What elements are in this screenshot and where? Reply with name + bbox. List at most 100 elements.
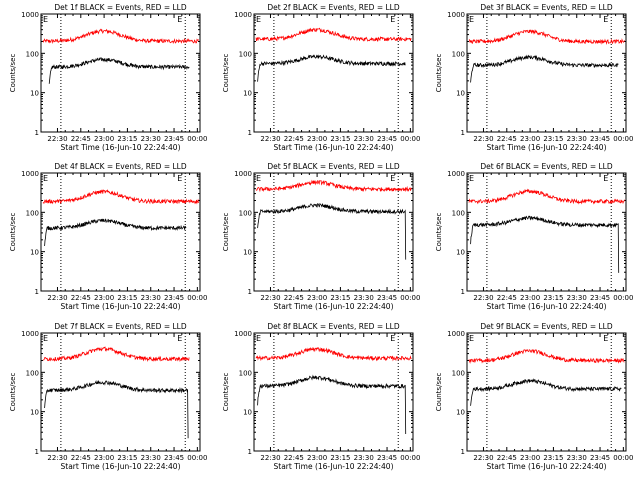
- y-tick-label: 10: [456, 90, 465, 98]
- x-tick-label: 23:15: [330, 135, 350, 143]
- plot-frame: [466, 332, 627, 452]
- x-tick-label: 23:15: [543, 454, 563, 462]
- x-tick-label: 23:45: [164, 135, 184, 143]
- event-marker-label: E: [469, 15, 474, 24]
- y-tick-label: 10: [243, 249, 252, 257]
- x-tick-label: 23:00: [307, 294, 327, 302]
- x-tick-label: 00:00: [187, 454, 207, 462]
- event-marker-label: E: [43, 334, 48, 343]
- x-tick-label: 00:00: [613, 294, 633, 302]
- lld-rate-line: [42, 346, 190, 363]
- x-axis-label: Start Time (16-Jun-10 22:24:40): [61, 302, 181, 311]
- x-tick-label: 23:00: [94, 135, 114, 143]
- y-tick-label: 1000: [447, 170, 465, 178]
- x-tick-label: 23:30: [567, 294, 587, 302]
- x-tick-label: 23:45: [164, 454, 184, 462]
- events-rate-line: [257, 374, 407, 435]
- y-tick-label: 1: [461, 129, 465, 137]
- x-tick-label: 22:45: [284, 294, 304, 302]
- x-tick-label: 23:30: [141, 135, 161, 143]
- event-marker-label: E: [390, 174, 395, 183]
- event-marker-label: E: [390, 15, 395, 24]
- detector-panel-7: Det 7f BLACK = Events, RED = LLD 1 10 100 10…: [9, 322, 207, 471]
- y-tick-label: 1: [461, 448, 465, 456]
- y-tick-label: 100: [26, 209, 39, 217]
- detector-panel-2: Det 2f BLACK = Events, RED = LLD 1 10 100 10…: [222, 3, 420, 152]
- x-tick-label: 00:00: [613, 135, 633, 143]
- x-tick-label: 22:45: [284, 135, 304, 143]
- y-axis-label: Counts/sec: [222, 54, 230, 93]
- y-tick-label: 1: [248, 288, 252, 296]
- x-tick-label: 22:30: [47, 135, 67, 143]
- y-tick-label: 10: [30, 249, 39, 257]
- x-axis-label: Start Time (16-Jun-10 22:24:40): [487, 143, 607, 152]
- x-tick-label: 22:45: [71, 454, 91, 462]
- x-tick-label: 00:00: [400, 454, 420, 462]
- panel-title: Det 8f BLACK = Events, RED = LLD: [267, 322, 400, 331]
- x-tick-label: 00:00: [400, 294, 420, 302]
- events-rate-line: [470, 378, 622, 406]
- x-tick-label: 23:00: [520, 454, 540, 462]
- x-tick-label: 23:15: [543, 294, 563, 302]
- x-axis-label: Start Time (16-Jun-10 22:24:40): [274, 462, 394, 471]
- event-marker-label: E: [469, 174, 474, 183]
- detector-panel-5: Det 5f BLACK = Events, RED = LLD 1 10 100 10…: [222, 162, 420, 311]
- x-tick-label: 23:15: [543, 135, 563, 143]
- plot-frame: [466, 172, 627, 292]
- y-tick-label: 1000: [234, 11, 252, 19]
- y-axis-label: Counts/sec: [222, 213, 230, 252]
- y-axis-label: Counts/sec: [435, 213, 443, 252]
- x-tick-label: 23:30: [354, 454, 374, 462]
- x-tick-label: 23:30: [354, 294, 374, 302]
- lld-rate-line: [255, 346, 412, 362]
- event-marker-label: E: [603, 174, 608, 183]
- x-tick-label: 23:00: [307, 454, 327, 462]
- x-tick-label: 23:15: [330, 454, 350, 462]
- lld-rate-line: [468, 29, 625, 45]
- y-tick-label: 1: [35, 288, 39, 296]
- x-axis-label: Start Time (16-Jun-10 22:24:40): [61, 143, 181, 152]
- y-tick-label: 1000: [21, 11, 39, 19]
- y-axis-label: Counts/sec: [9, 54, 17, 93]
- x-tick-label: 23:30: [567, 135, 587, 143]
- event-marker-label: E: [177, 174, 182, 183]
- panel-title: Det 7f BLACK = Events, RED = LLD: [54, 322, 187, 331]
- detector-panel-9: Det 9f BLACK = Events, RED = LLD 1 10 100 10…: [435, 322, 633, 471]
- panel-title: Det 5f BLACK = Events, RED = LLD: [267, 162, 400, 171]
- x-axis-label: Start Time (16-Jun-10 22:24:40): [487, 302, 607, 311]
- x-tick-label: 23:30: [141, 294, 161, 302]
- plot-frame: [40, 332, 201, 452]
- lld-rate-line: [42, 189, 199, 205]
- x-tick-label: 23:45: [377, 294, 397, 302]
- x-tick-label: 23:15: [117, 294, 137, 302]
- y-tick-label: 1: [35, 448, 39, 456]
- panel-title: Det 3f BLACK = Events, RED = LLD: [480, 3, 613, 12]
- events-rate-line: [48, 57, 190, 84]
- y-tick-label: 100: [452, 369, 465, 377]
- event-marker-label: E: [256, 15, 261, 24]
- events-rate-line: [44, 218, 187, 247]
- event-marker-label: E: [256, 334, 261, 343]
- y-tick-label: 1000: [21, 170, 39, 178]
- x-tick-label: 22:30: [260, 294, 280, 302]
- plot-frame: [253, 13, 414, 133]
- detector-panel-8: Det 8f BLACK = Events, RED = LLD 1 10 100 10…: [222, 322, 420, 471]
- event-marker-label: E: [390, 334, 395, 343]
- y-tick-label: 100: [452, 209, 465, 217]
- y-tick-label: 1000: [447, 330, 465, 338]
- event-marker-label: E: [177, 334, 182, 343]
- x-tick-label: 23:45: [590, 135, 610, 143]
- x-tick-label: 00:00: [613, 454, 633, 462]
- detector-panel-6: Det 6f BLACK = Events, RED = LLD 1 10 100 10…: [435, 162, 633, 311]
- y-tick-label: 100: [239, 369, 252, 377]
- x-axis-label: Start Time (16-Jun-10 22:24:40): [274, 143, 394, 152]
- detector-panel-1: Det 1f BLACK = Events, RED = LLD 1 10 100 10…: [9, 3, 207, 152]
- y-tick-label: 10: [456, 409, 465, 417]
- x-tick-label: 22:30: [47, 294, 67, 302]
- plot-frame: [253, 332, 414, 452]
- x-tick-label: 23:45: [377, 454, 397, 462]
- y-tick-label: 1: [248, 129, 252, 137]
- event-marker-label: E: [43, 15, 48, 24]
- x-axis-label: Start Time (16-Jun-10 22:24:40): [274, 302, 394, 311]
- x-tick-label: 22:30: [473, 294, 493, 302]
